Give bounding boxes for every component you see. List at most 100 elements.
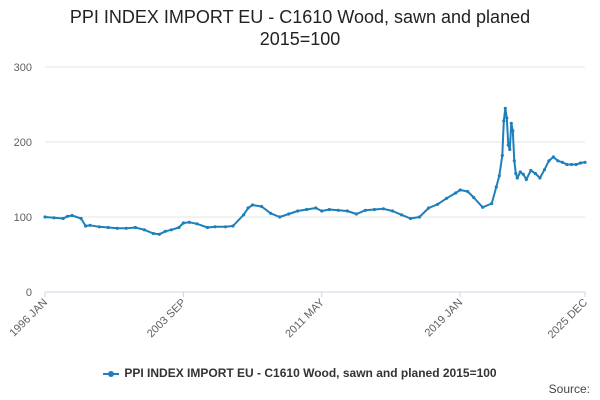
data-point[interactable] (133, 225, 137, 230)
legend-line-dot-icon (103, 368, 120, 380)
data-point[interactable] (556, 159, 560, 163)
x-axis: 1996 JAN 2003 SEP 2011 MAY 2019 JAN 2025 DEC (7, 292, 590, 341)
data-point[interactable] (518, 170, 522, 174)
legend[interactable]: PPI INDEX IMPORT EU - C1610 Wood, sawn a… (0, 366, 600, 380)
data-point[interactable] (115, 226, 119, 230)
legend-label[interactable]: PPI INDEX IMPORT EU - C1610 Wood, sawn a… (124, 366, 497, 380)
data-point[interactable] (509, 121, 513, 125)
data-point[interactable] (142, 228, 146, 232)
data-point[interactable] (381, 207, 385, 211)
data-point[interactable] (187, 220, 191, 224)
data-point[interactable] (466, 189, 470, 194)
data-point[interactable] (79, 216, 83, 221)
data-point[interactable] (223, 225, 228, 229)
data-point[interactable] (296, 209, 300, 213)
data-point[interactable] (481, 205, 485, 209)
data-point[interactable] (502, 119, 506, 123)
data-point[interactable] (314, 206, 318, 210)
data-point[interactable] (500, 153, 504, 158)
data-point[interactable] (372, 207, 376, 212)
data-point[interactable] (181, 221, 185, 225)
data-point[interactable] (454, 191, 458, 195)
data-point[interactable] (515, 176, 519, 180)
data-point[interactable] (354, 212, 358, 216)
data-point[interactable] (66, 214, 70, 218)
data-point[interactable] (458, 188, 462, 192)
data-point[interactable] (345, 209, 349, 213)
data-point[interactable] (445, 196, 449, 200)
data-point[interactable] (88, 223, 92, 227)
x-tick-label: 2003 SEP (145, 297, 189, 341)
data-point[interactable] (70, 213, 74, 218)
data-point[interactable] (533, 171, 538, 176)
data-point[interactable] (490, 201, 494, 206)
data-point[interactable] (506, 143, 510, 147)
data-point[interactable] (511, 129, 515, 133)
data-point[interactable] (578, 161, 583, 165)
data-point[interactable] (521, 172, 525, 176)
data-point[interactable] (177, 225, 181, 230)
data-point[interactable] (569, 162, 574, 167)
y-tick-label: 0 (26, 287, 32, 299)
data-point[interactable] (560, 160, 565, 164)
legend-dot (108, 370, 115, 377)
data-point[interactable] (251, 203, 255, 207)
data-point[interactable] (390, 209, 395, 213)
data-point[interactable] (363, 208, 367, 212)
data-point[interactable] (124, 226, 128, 230)
data-point[interactable] (542, 168, 547, 172)
data-point[interactable] (503, 106, 507, 110)
data-point[interactable] (408, 216, 413, 221)
data-point[interactable] (305, 207, 309, 212)
data-point[interactable] (551, 155, 556, 159)
data-point[interactable] (287, 212, 291, 216)
data-point[interactable] (278, 215, 282, 219)
data-point[interactable] (565, 162, 569, 167)
data-point[interactable] (205, 225, 210, 230)
data-point[interactable] (436, 202, 440, 206)
data-point[interactable] (505, 116, 509, 120)
data-point[interactable] (512, 159, 516, 163)
data-point[interactable] (61, 216, 65, 221)
data-point[interactable] (320, 209, 324, 213)
series-group (43, 106, 587, 236)
data-point[interactable] (472, 195, 476, 200)
data-point[interactable] (497, 174, 501, 178)
data-point[interactable] (427, 206, 431, 210)
data-point[interactable] (399, 213, 404, 217)
chart-title-line-2: 2015=100 (259, 29, 341, 49)
data-point[interactable] (260, 204, 264, 209)
data-point[interactable] (574, 162, 578, 167)
data-point[interactable] (269, 211, 273, 215)
data-point[interactable] (84, 224, 88, 228)
data-point[interactable] (538, 176, 542, 180)
data-point[interactable] (524, 177, 528, 182)
series-line[interactable] (44, 107, 586, 236)
data-point[interactable] (97, 225, 101, 229)
data-point[interactable] (213, 225, 217, 229)
data-point[interactable] (417, 215, 422, 219)
data-point[interactable] (327, 207, 331, 212)
x-tick-label: 1996 JAN (7, 297, 50, 340)
data-point[interactable] (151, 231, 155, 236)
data-point[interactable] (106, 225, 110, 230)
data-point[interactable] (246, 206, 250, 210)
x-tick-label: 2025 DEC (546, 297, 590, 341)
data-point[interactable] (169, 228, 173, 232)
credits-link[interactable]: Source: (548, 382, 590, 396)
data-point[interactable] (157, 232, 161, 236)
data-point[interactable] (514, 171, 518, 176)
data-point[interactable] (163, 229, 167, 233)
data-point[interactable] (52, 216, 56, 220)
data-point[interactable] (547, 159, 551, 163)
chart-title: PPI INDEX IMPORT EU - C1610 Wood, sawn a… (0, 6, 600, 50)
data-point[interactable] (195, 222, 199, 226)
data-point[interactable] (494, 185, 498, 189)
data-point[interactable] (336, 208, 340, 212)
data-point[interactable] (43, 215, 47, 219)
data-point[interactable] (242, 213, 246, 217)
data-point[interactable] (231, 224, 235, 228)
data-point[interactable] (529, 168, 533, 173)
data-point[interactable] (508, 147, 512, 152)
data-point[interactable] (583, 160, 587, 164)
